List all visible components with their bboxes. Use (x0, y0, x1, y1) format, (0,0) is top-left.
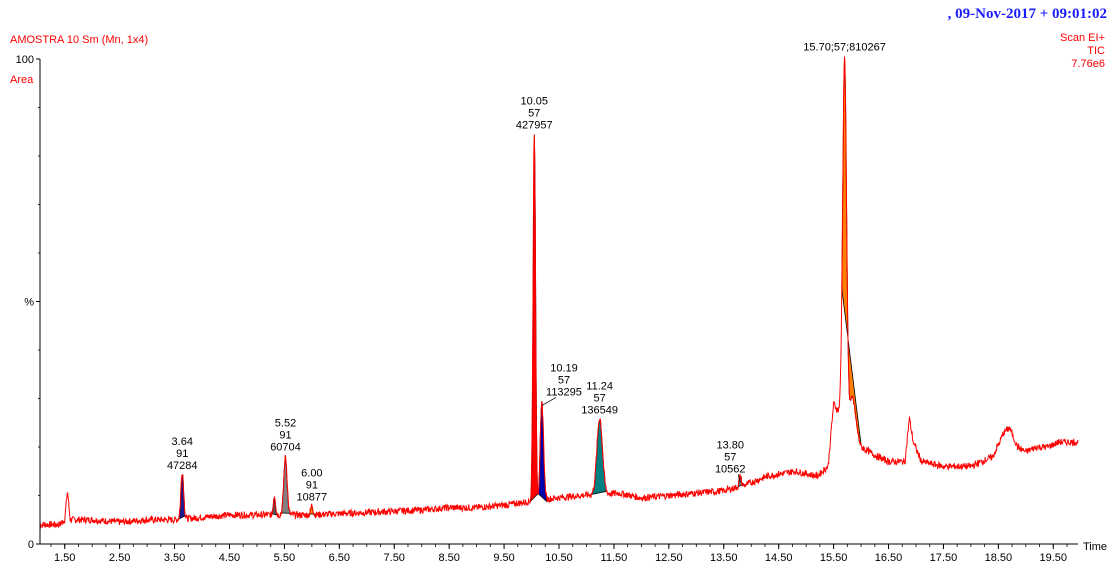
peak-label-line: 91 (176, 448, 188, 460)
x-tick-label: 5.50 (274, 552, 295, 563)
x-tick-label: 12.50 (655, 552, 683, 563)
peak-label-line: 13.80 (716, 440, 744, 452)
x-tick-label: 2.50 (109, 552, 130, 563)
x-tick-label: 18.50 (985, 552, 1013, 563)
peak-label-leader (541, 397, 557, 406)
peak-label-line: 11.24 (586, 380, 613, 392)
x-tick-label: 3.50 (164, 552, 185, 563)
x-tick-label: 7.50 (384, 552, 405, 563)
tic-trace-line (39, 56, 1079, 529)
peak-label-line: 10562 (715, 464, 746, 476)
x-tick-label: 9.50 (493, 552, 514, 563)
y-axis-ticks: 0% 100 (16, 54, 40, 551)
peak-label-line: 47284 (167, 460, 198, 472)
scan-info: Scan EI+ TIC 7.76e6 (1060, 32, 1105, 71)
x-tick-label: 16.50 (875, 552, 903, 563)
x-axis-ticks: 1.50 2.50 3.50 4.50 5.50 6.50 7.50 8.50 9.50 10.5… (50, 544, 1068, 563)
peak-label-line: 6.00 (301, 467, 322, 479)
peak-label-line: 15.70;57;810267 (803, 42, 886, 54)
x-tick-label: 4.50 (219, 552, 240, 563)
peak-label-leader (737, 474, 741, 483)
y-tick-label: 0 (28, 539, 34, 551)
peak-label-line: 3.64 (172, 436, 193, 448)
peak-label-line: 10.05 (521, 96, 549, 108)
peak-annotations: 3.6491472845.5291607046.00911087710.0557… (167, 42, 886, 504)
x-tick-label: 13.50 (710, 552, 738, 563)
acquisition-date-stamp: , 09-Nov-2017 + 09:01:02 (947, 6, 1107, 22)
peak-label-line: 91 (306, 479, 318, 491)
peak-label-line: 427957 (516, 120, 553, 132)
peak-label-line: 57 (594, 392, 606, 404)
x-tick-label: 8.50 (438, 552, 459, 563)
x-tick-label: 11.50 (601, 552, 628, 563)
x-tick-label: 6.50 (329, 552, 350, 563)
peak-label-line: 60704 (270, 442, 301, 454)
peak-label-line: 5.52 (275, 418, 296, 430)
max-intensity-label: 7.76e6 (1071, 58, 1105, 70)
peak-label-line: 57 (558, 374, 570, 386)
x-tick-label: 1.50 (54, 552, 75, 563)
peak-label-line: 57 (528, 108, 540, 120)
trace-label: TIC (1087, 45, 1105, 57)
scan-mode-label: Scan EI+ (1060, 32, 1105, 44)
x-tick-label: 17.50 (930, 552, 958, 563)
peak-label-line: 57 (724, 452, 736, 464)
peak-label-line: 10877 (297, 491, 328, 503)
y-tick-label: 100 (16, 54, 34, 66)
peak-label: 15.70;57;810267 (803, 42, 886, 54)
peak-label-line: 136549 (581, 404, 618, 416)
peak-area-15.7 (841, 56, 862, 446)
x-tick-label: 14.50 (765, 552, 793, 563)
x-tick-label: 15.50 (820, 552, 848, 563)
peak-label-line: 91 (279, 430, 291, 442)
peak-label-line: 113295 (546, 386, 582, 398)
peak-label-line: 10.19 (550, 362, 578, 374)
y-tick-label: % (24, 297, 34, 309)
x-tick-label: 10.50 (545, 552, 573, 563)
x-tick-label: 19.50 (1040, 552, 1068, 563)
sample-title: AMOSTRA 10 Sm (Mn, 1x4) (10, 34, 149, 46)
x-axis-title: Time (1083, 541, 1107, 553)
y-mode-label: Area (10, 74, 34, 86)
